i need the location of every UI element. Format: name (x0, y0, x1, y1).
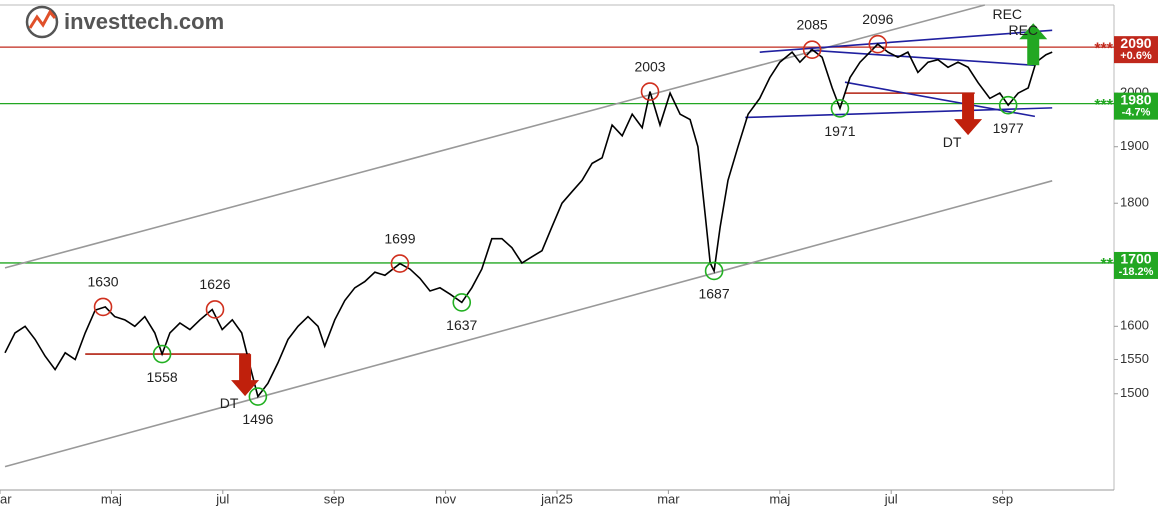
extremum-circle (868, 34, 888, 54)
x-tick-label: maj (769, 491, 790, 506)
extremum-circle (248, 387, 268, 406)
x-tick-label: sep (992, 491, 1013, 506)
extremum-circle (998, 95, 1018, 115)
extremum-circle (802, 40, 822, 59)
signal-arrow (1019, 23, 1048, 66)
extremum-circle (452, 293, 472, 312)
extremum-circle (830, 99, 850, 118)
x-tick-label: nov (435, 491, 456, 506)
level-box (1114, 251, 1158, 279)
y-tick-label: 1550 (1120, 351, 1149, 366)
trend-line (4, 4, 985, 269)
extremum-label: 1496 (242, 411, 273, 427)
extremum-circle (152, 344, 172, 364)
extremum-label: 1630 (87, 274, 118, 290)
signal-arrow (231, 354, 260, 397)
x-tick-label: jul (215, 491, 229, 506)
logo-text: investtech.com (64, 9, 224, 34)
y-tick-label: 1500 (1120, 385, 1149, 400)
extremum-circle (704, 261, 724, 281)
x-tick-label: mar (657, 491, 680, 506)
extremum-label: 2085 (797, 16, 828, 32)
extremum-label: 1971 (824, 123, 855, 139)
level-stars: ** (1101, 256, 1114, 273)
x-tick-label: sep (324, 491, 345, 506)
extremum-label: 1699 (384, 230, 415, 246)
trend-line (4, 180, 1053, 468)
trend-line (844, 81, 1036, 118)
extremum-label: 2003 (634, 58, 665, 74)
y-tick-label: 1800 (1120, 195, 1149, 210)
x-tick-label: jul (884, 491, 898, 506)
extremum-label: 1637 (446, 317, 477, 333)
signal-label: DT (943, 134, 962, 150)
level-change: -18.2% (1119, 266, 1154, 278)
extremum-label: 1626 (199, 276, 230, 292)
y-tick-label: 1900 (1120, 138, 1149, 153)
extremum-circle (205, 300, 225, 319)
trend-line (759, 29, 1053, 53)
logo: investtech.com (25, 5, 224, 39)
extremum-label: 2096 (862, 11, 893, 27)
level-value: 1700 (1120, 251, 1151, 267)
x-tick-label: maj (101, 491, 122, 506)
signal-label: REC (992, 6, 1022, 22)
signal-label: REC (1008, 22, 1038, 38)
price-line (4, 43, 1053, 399)
extremum-label: 1558 (147, 369, 178, 385)
level-change: -4.7% (1122, 107, 1151, 119)
level-stars: *** (1094, 40, 1113, 57)
trend-line (809, 49, 1035, 67)
y-tick-label: 1600 (1120, 318, 1149, 333)
signal-label: DT (220, 395, 239, 411)
x-tick-label: jan25 (540, 491, 573, 506)
extremum-circle (93, 297, 113, 317)
level-stars: *** (1094, 97, 1113, 114)
extremum-label: 1687 (698, 286, 729, 302)
signal-arrow (954, 93, 983, 136)
x-tick-label: ar (0, 491, 12, 506)
level-box (1114, 36, 1158, 64)
extremum-label: 1977 (993, 120, 1024, 136)
level-change: +0.6% (1120, 50, 1152, 62)
level-value: 1980 (1120, 91, 1151, 107)
level-value: 2090 (1120, 35, 1151, 51)
extremum-circle (390, 254, 410, 273)
extremum-circle (640, 82, 660, 101)
level-box (1114, 92, 1158, 120)
